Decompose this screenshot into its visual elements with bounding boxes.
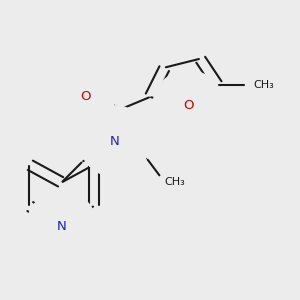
Circle shape — [56, 68, 115, 126]
Text: N: N — [110, 135, 119, 148]
Text: O: O — [183, 99, 194, 112]
Text: CH₃: CH₃ — [253, 80, 274, 90]
Text: O: O — [80, 91, 91, 103]
Circle shape — [153, 70, 224, 141]
Circle shape — [79, 106, 150, 176]
Text: N: N — [57, 220, 67, 233]
Text: CH₃: CH₃ — [165, 177, 185, 188]
Circle shape — [26, 191, 97, 262]
